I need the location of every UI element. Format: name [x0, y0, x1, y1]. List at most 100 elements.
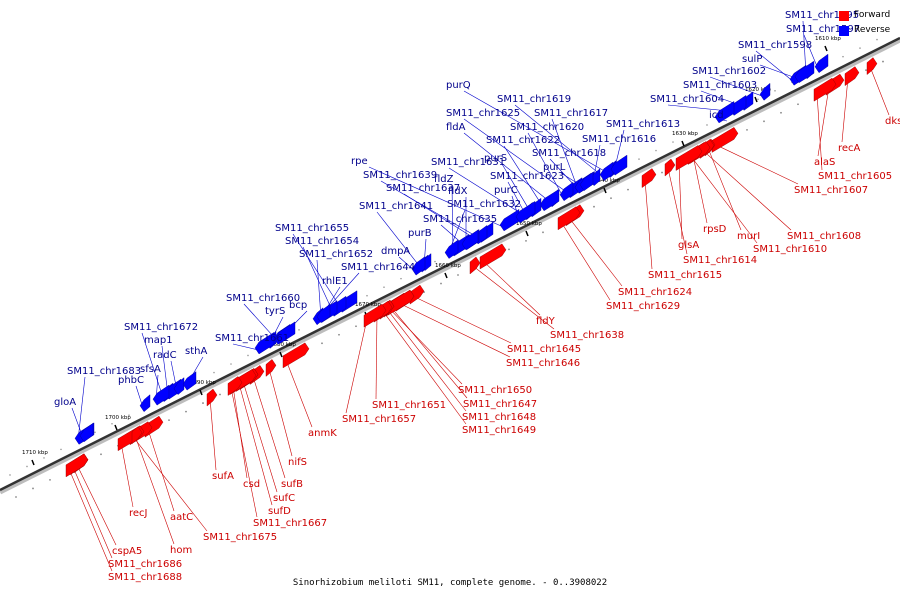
forward-gene-arrow[interactable]: [469, 256, 481, 275]
forward-gene-label: anmK: [308, 428, 337, 439]
forward-gene-label: csd: [243, 479, 260, 490]
reverse-gene-label: SM11_chr1602: [692, 66, 766, 77]
forward-leader-line: [134, 435, 175, 545]
position-dot: [32, 487, 34, 490]
scale-tick-label: 1630 kbp: [672, 131, 698, 137]
forward-leader-line: [568, 217, 623, 287]
reverse-gene-label: SM11_chr1603: [683, 80, 757, 91]
forward-leader-line: [560, 221, 611, 301]
forward-gene-arrow[interactable]: [813, 77, 837, 102]
position-dot: [9, 474, 11, 476]
reverse-gene-arrow[interactable]: [275, 321, 296, 344]
reverse-gene-arrow[interactable]: [794, 60, 815, 84]
scale-tick: [31, 459, 35, 466]
reverse-leader-line: [302, 246, 334, 313]
reverse-gene-arrow[interactable]: [759, 82, 771, 101]
forward-leader-lines: [68, 66, 890, 572]
position-dot: [400, 277, 402, 280]
forward-gene-arrow[interactable]: [282, 342, 310, 369]
legend-reverse-swatch: [839, 26, 849, 36]
position-dot: [338, 333, 340, 336]
position-dot: [168, 419, 170, 422]
reverse-gene-label: SM11_chr1613: [606, 119, 680, 130]
forward-gene-arrow[interactable]: [206, 388, 218, 407]
forward-gene-label: recJ: [129, 508, 148, 519]
reverse-leader-line: [368, 166, 504, 228]
reverse-gene-arrow[interactable]: [316, 303, 331, 324]
reverse-gene-label: dmpA: [381, 246, 410, 257]
reverse-gene-arrow[interactable]: [814, 53, 829, 73]
reverse-gene-arrow[interactable]: [515, 200, 536, 224]
scale-tick-label: 1620 kbp: [745, 87, 771, 93]
reverse-gene-arrow[interactable]: [610, 154, 628, 176]
forward-gene-label: SM11_chr1638: [550, 330, 624, 341]
scale-tick-label: 1610 kbp: [815, 36, 841, 42]
position-dot: [213, 371, 215, 374]
forward-gene-label: SM11_chr1610: [753, 244, 827, 255]
reverse-gene-label: icd: [709, 110, 724, 121]
reverse-genes: [74, 53, 829, 445]
reverse-gene-arrow[interactable]: [411, 256, 426, 276]
reverse-gene-arrow[interactable]: [152, 384, 170, 406]
reverse-gene-arrow[interactable]: [139, 394, 151, 412]
scale-tick: [603, 187, 607, 194]
reverse-gene-label: SM11_chr1660: [226, 293, 300, 304]
forward-gene-arrow[interactable]: [65, 453, 89, 478]
reverse-gene-arrow[interactable]: [579, 171, 594, 192]
forward-gene-arrow[interactable]: [227, 376, 243, 396]
reverse-gene-arrow[interactable]: [539, 188, 560, 212]
forward-leader-line: [68, 468, 113, 572]
legend-forward-swatch: [839, 11, 849, 21]
reverse-gene-label: SM11_chr1598: [738, 40, 812, 51]
reverse-gene-label: fldX: [448, 186, 468, 197]
position-dot: [15, 496, 17, 498]
forward-gene-arrow[interactable]: [675, 145, 703, 171]
reverse-gene-arrow[interactable]: [714, 101, 735, 124]
forward-leader-line: [252, 376, 286, 479]
reverse-gene-label: rhlE1: [322, 276, 348, 287]
forward-gene-arrow[interactable]: [557, 206, 581, 231]
forward-gene-arrow[interactable]: [131, 426, 143, 445]
forward-leader-line: [690, 156, 758, 244]
reverse-gene-label: SM11_chr1616: [582, 134, 656, 145]
scale-tick-label: 1680 kbp: [270, 342, 296, 348]
forward-gene-arrow[interactable]: [363, 303, 387, 328]
forward-gene-arrow[interactable]: [641, 168, 657, 188]
forward-gene-label: SM11_chr1657: [342, 414, 416, 425]
genome-caption: Sinorhizobium meliloti SM11, complete ge…: [292, 578, 608, 588]
reverse-gene-label: radC: [153, 350, 177, 361]
reverse-gene-arrow[interactable]: [499, 208, 520, 232]
forward-gene-arrow[interactable]: [479, 243, 507, 270]
reverse-gene-arrow[interactable]: [444, 239, 459, 259]
reverse-gene-arrow[interactable]: [461, 229, 479, 251]
position-dot: [876, 38, 878, 41]
position-dot: [757, 98, 759, 101]
position-dot: [882, 60, 884, 63]
reverse-gene-arrow[interactable]: [559, 181, 574, 202]
reverse-gene-label: SM11_chr1623: [490, 171, 564, 182]
forward-gene-arrow[interactable]: [664, 158, 676, 177]
reverse-gene-arrow[interactable]: [182, 371, 197, 391]
forward-gene-arrow[interactable]: [866, 57, 878, 76]
forward-gene-arrow[interactable]: [265, 359, 277, 377]
position-dot: [100, 453, 102, 456]
scale-tick: [199, 389, 203, 396]
forward-gene-arrow[interactable]: [844, 66, 860, 87]
forward-leader-line: [702, 150, 792, 231]
reverse-gene-arrow[interactable]: [79, 422, 94, 443]
forward-gene-label: SM11_chr1608: [787, 231, 861, 242]
position-dot: [434, 260, 436, 263]
reverse-leader-line: [503, 145, 544, 207]
reverse-gene-arrow[interactable]: [254, 332, 275, 355]
reverse-leader-line: [232, 343, 259, 351]
reverse-gene-label: SM11_chr1622: [486, 135, 560, 146]
position-dot: [661, 171, 663, 174]
reverse-gene-label: SM11_chr1639: [363, 170, 437, 181]
forward-gene-label: sufA: [212, 471, 234, 482]
reverse-gene-label: gloA: [54, 397, 76, 408]
reverse-gene-label: rpe: [351, 156, 368, 167]
forward-gene-arrow[interactable]: [711, 127, 739, 153]
forward-leader-line: [692, 155, 708, 224]
reverse-gene-label: SM11_chr1683: [67, 366, 141, 377]
